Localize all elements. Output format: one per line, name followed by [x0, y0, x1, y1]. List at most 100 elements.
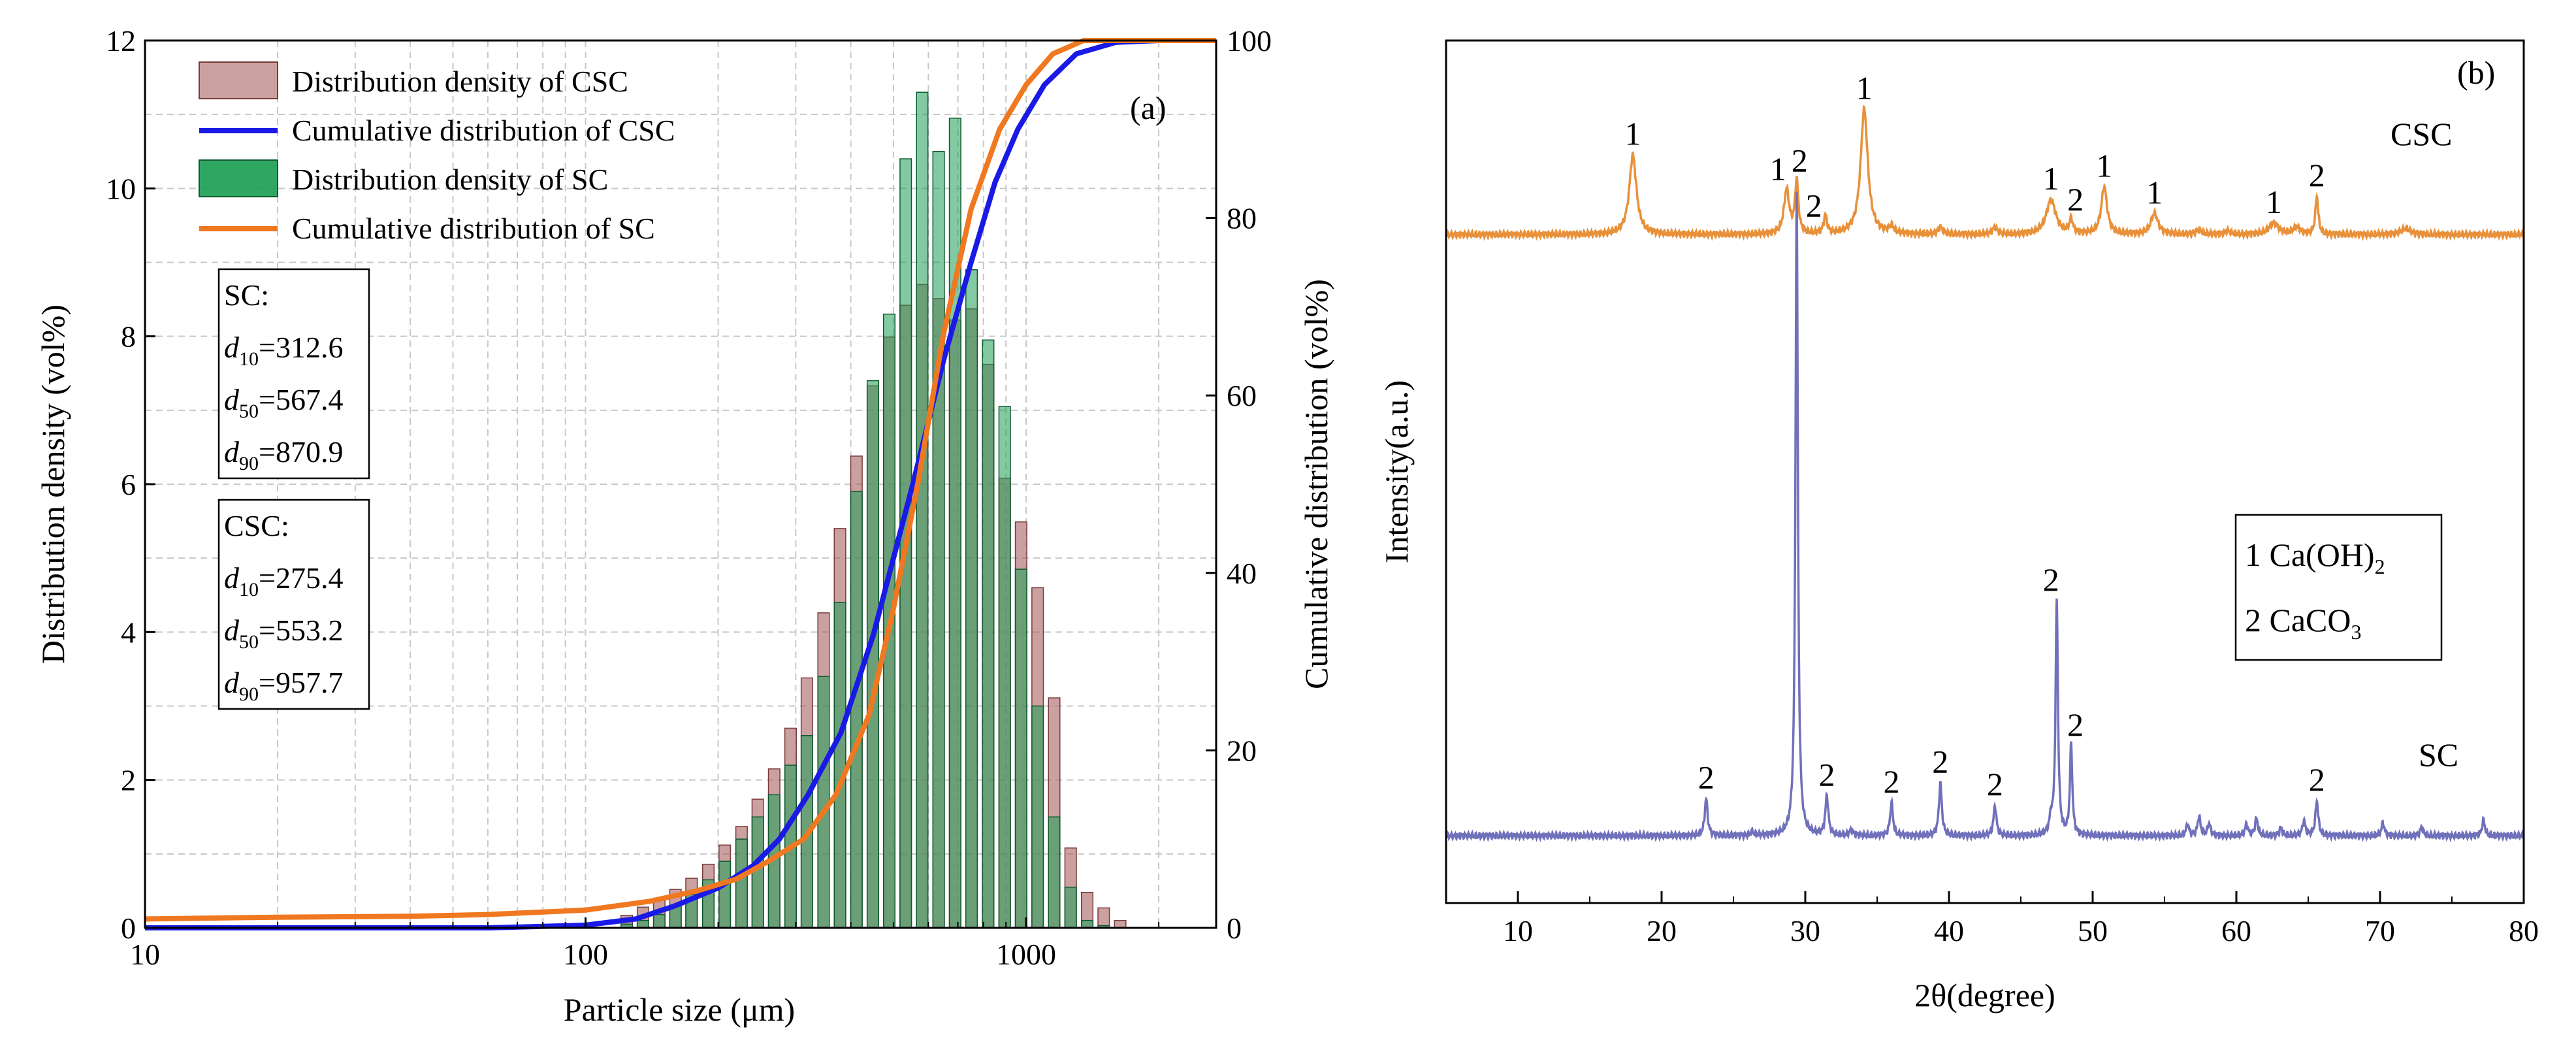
sc-d50-value: 567.4: [276, 383, 344, 416]
panel-b-label: (b): [2457, 54, 2495, 91]
right-y-tick-label: 60: [1227, 379, 1257, 412]
sc-d10: d10=312.6: [224, 331, 343, 370]
peak-label: 2: [1819, 756, 1835, 793]
phase-legend-frame: [2234, 514, 2443, 661]
b-x-tick-label: 40: [1934, 914, 1964, 947]
sc-d90-value: 870.9: [276, 435, 344, 468]
y-tick-label: 12: [106, 24, 136, 58]
peak-label: 1: [2043, 160, 2059, 197]
csc-cumulative-line: [145, 38, 1216, 930]
peak-label: 2: [2309, 157, 2325, 193]
peak-label: 2: [1698, 759, 1715, 795]
sc-density-bar: [982, 339, 995, 929]
b-x-tick-label: 50: [2078, 914, 2108, 947]
legend-label-csc-density: Distribution density of CSC: [292, 65, 628, 98]
right-y-tick-label: 100: [1227, 24, 1272, 58]
right-y-tick-label: 80: [1227, 202, 1257, 235]
sc-xrd-pattern: [1445, 191, 2525, 843]
sc-cumulative-line: [144, 38, 1216, 922]
panel-a-legend: Distribution density of CSC Cumulative d…: [199, 61, 675, 245]
sc-stats-title: SC:: [224, 278, 269, 312]
y-tick-label: 2: [121, 764, 136, 797]
sc-density-bar: [916, 91, 929, 929]
csc-d50: d50=553.2: [224, 614, 343, 653]
b-x-tick-label: 60: [2221, 914, 2251, 947]
right-y-tick-label: 40: [1227, 557, 1257, 590]
sc-density-bar: [636, 919, 649, 929]
sc-density-bar: [1048, 816, 1061, 929]
sc-density-bar: [998, 406, 1011, 929]
sc-density-bar: [833, 602, 846, 929]
phase-1-subscript: 2: [2375, 555, 2385, 578]
csc-series-label: CSC: [2391, 116, 2453, 152]
panel-a-y-axis-label: Distribution density (vol%): [35, 304, 71, 664]
peak-label: 1: [2266, 184, 2282, 220]
legend-label-csc-cumulative: Cumulative distribution of CSC: [292, 114, 675, 147]
csc-d90: d90=957.7: [224, 666, 343, 705]
peak-label: 2: [2043, 561, 2059, 598]
sc-density-bar: [735, 838, 748, 929]
csc-xrd-pattern: [1445, 105, 2525, 242]
sc-density-bar: [932, 151, 945, 929]
sc-density-bar: [948, 118, 961, 929]
csc-stats-frame: [217, 499, 370, 710]
phase-1-label: 1 Ca(OH)2: [2245, 536, 2385, 578]
phase-2-label: 2 CaCO3: [2245, 602, 2362, 644]
y-tick-label: 0: [121, 912, 136, 945]
x-tick-label: 1000: [996, 938, 1056, 971]
sc-density-bar: [1014, 568, 1027, 929]
sc-d50: d50=567.4: [224, 383, 343, 422]
b-x-tick-label: 20: [1647, 914, 1677, 947]
sc-density-bar: [965, 269, 978, 929]
csc-d50-value: 553.2: [276, 614, 344, 647]
panel-a-particle-size-chart: 0 2 4 6 8 10 12 0 20 40 60 80 100 10 100 1000 Particle …: [35, 24, 1334, 1028]
csc-density-bar: [1097, 907, 1110, 929]
peak-label: 1: [1625, 116, 1641, 152]
csc-d10-value: 275.4: [276, 561, 344, 595]
sc-density-bar: [1081, 919, 1094, 929]
x-tick-label: 10: [130, 938, 160, 971]
right-y-tick-label: 0: [1227, 912, 1242, 945]
panel-b-x-axis-label: 2θ(degree): [1914, 977, 2055, 1013]
panel-a-label: (a): [1130, 90, 1167, 126]
sc-stats-box: SC: d10=312.6 d50=567.4 d90=870.9: [217, 268, 370, 480]
y-tick-label: 4: [121, 616, 136, 649]
sc-density-bars: [620, 91, 1110, 929]
sc-density-bar: [1064, 887, 1077, 929]
panel-b-frame: [1445, 39, 2525, 904]
sc-d10-value: 312.6: [276, 331, 344, 364]
csc-d10: d10=275.4: [224, 561, 343, 600]
csc-d90-value: 957.7: [276, 666, 344, 699]
sc-density-bar: [1031, 705, 1044, 929]
panel-a-x-axis-label: Particle size (μm): [564, 991, 795, 1028]
y-tick-label: 6: [121, 468, 136, 501]
csc-stats-box: CSC: d10=275.4 d50=553.2 d90=957.7: [217, 499, 370, 710]
b-x-tick-label: 70: [2365, 914, 2395, 947]
legend-label-sc-density: Distribution density of SC: [292, 163, 608, 196]
peak-label: 2: [1987, 766, 2003, 802]
sc-series-label: SC: [2419, 736, 2458, 773]
peak-label: 2: [1884, 763, 1900, 800]
legend-swatch-sc-density: [199, 159, 278, 197]
right-y-tick-label: 20: [1227, 734, 1257, 767]
peak-label: 1: [1856, 70, 1873, 107]
phase-2-formula: 2 CaCO: [2245, 602, 2351, 638]
peak-label: 1: [1770, 151, 1786, 188]
peak-label: 2: [2067, 706, 2084, 743]
panel-a-axis-ticks: 0 2 4 6 8 10 12 0 20 40 60 80 100 10 100 1000: [106, 24, 1272, 971]
csc-stats-title: CSC:: [224, 509, 289, 542]
phase-1-formula: 1 Ca(OH): [2245, 536, 2375, 573]
legend-label-sc-cumulative: Cumulative distribution of SC: [292, 212, 655, 245]
b-x-tick-label: 30: [1790, 914, 1820, 947]
sc-density-bar: [850, 491, 863, 929]
peak-label: 2: [1806, 188, 1822, 224]
x-tick-label: 100: [563, 938, 608, 971]
peak-label: 2: [1932, 744, 1948, 780]
y-tick-label: 10: [106, 172, 136, 205]
b-x-tick-label: 80: [2509, 914, 2539, 947]
sc-density-bar: [652, 913, 666, 929]
panel-a-right-y-axis-label: Cumulative distribution (vol%): [1298, 279, 1334, 689]
